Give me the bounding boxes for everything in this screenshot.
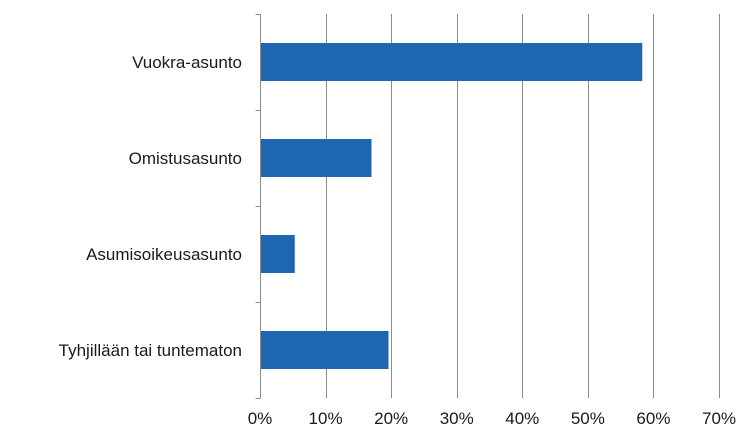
category-label: Vuokra-asunto — [132, 53, 242, 72]
x-tick-labels: 0% 10% 20% 30% 40% 50% 60% 70% — [248, 409, 736, 428]
bar — [260, 139, 372, 177]
x-tick-label: 10% — [309, 409, 343, 428]
y-axis — [255, 14, 261, 399]
x-tick-label: 60% — [636, 409, 670, 428]
category-label: Omistusasunto — [129, 149, 242, 168]
bars — [260, 43, 643, 369]
x-tick-label: 70% — [702, 409, 736, 428]
x-tick-label: 30% — [440, 409, 474, 428]
category-label: Tyhjillään tai tuntematon — [59, 341, 242, 360]
category-labels: Vuokra-asunto Omistusasunto Asumisoikeusas… — [59, 53, 242, 360]
x-tick-label: 0% — [248, 409, 273, 428]
bar — [260, 235, 295, 273]
category-label: Asumisoikeusasunto — [86, 245, 242, 264]
bar — [260, 43, 643, 81]
x-tick-label: 20% — [374, 409, 408, 428]
x-tick-label: 50% — [571, 409, 605, 428]
bar — [260, 331, 389, 369]
x-tick-label: 40% — [505, 409, 539, 428]
